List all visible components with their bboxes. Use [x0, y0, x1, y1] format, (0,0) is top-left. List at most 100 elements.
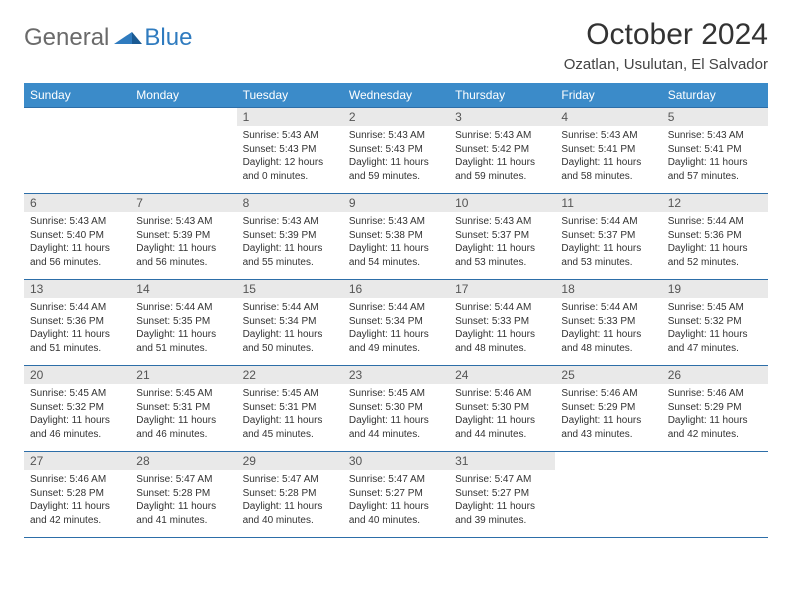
day-details: Sunrise: 5:43 AMSunset: 5:42 PMDaylight:…: [449, 126, 555, 187]
sunrise-text: Sunrise: 5:47 AM: [243, 473, 337, 487]
sunrise-text: Sunrise: 5:43 AM: [561, 129, 655, 143]
sunset-text: Sunset: 5:32 PM: [30, 401, 124, 415]
calendar-day-cell: 21Sunrise: 5:45 AMSunset: 5:31 PMDayligh…: [130, 366, 236, 452]
daylight-text: Daylight: 11 hours and 53 minutes.: [561, 242, 655, 269]
sunrise-text: Sunrise: 5:43 AM: [349, 129, 443, 143]
day-number: 1: [237, 108, 343, 126]
day-number: 6: [24, 194, 130, 212]
daylight-text: Daylight: 11 hours and 46 minutes.: [136, 414, 230, 441]
calendar-day-cell: 7Sunrise: 5:43 AMSunset: 5:39 PMDaylight…: [130, 194, 236, 280]
calendar-day-cell: 18Sunrise: 5:44 AMSunset: 5:33 PMDayligh…: [555, 280, 661, 366]
day-number: 8: [237, 194, 343, 212]
calendar-day-cell: 28Sunrise: 5:47 AMSunset: 5:28 PMDayligh…: [130, 452, 236, 538]
day-details: Sunrise: 5:43 AMSunset: 5:37 PMDaylight:…: [449, 212, 555, 273]
calendar-day-cell: ..: [24, 108, 130, 194]
sunset-text: Sunset: 5:36 PM: [30, 315, 124, 329]
day-number: 3: [449, 108, 555, 126]
calendar-day-cell: 11Sunrise: 5:44 AMSunset: 5:37 PMDayligh…: [555, 194, 661, 280]
daylight-text: Daylight: 11 hours and 46 minutes.: [30, 414, 124, 441]
sunrise-text: Sunrise: 5:46 AM: [30, 473, 124, 487]
day-details: Sunrise: 5:44 AMSunset: 5:36 PMDaylight:…: [662, 212, 768, 273]
sunset-text: Sunset: 5:27 PM: [349, 487, 443, 501]
day-details: Sunrise: 5:43 AMSunset: 5:39 PMDaylight:…: [237, 212, 343, 273]
day-details: Sunrise: 5:47 AMSunset: 5:27 PMDaylight:…: [449, 470, 555, 531]
calendar-day-cell: 24Sunrise: 5:46 AMSunset: 5:30 PMDayligh…: [449, 366, 555, 452]
day-number: 23: [343, 366, 449, 384]
sunrise-text: Sunrise: 5:45 AM: [668, 301, 762, 315]
sunset-text: Sunset: 5:35 PM: [136, 315, 230, 329]
sunrise-text: Sunrise: 5:43 AM: [668, 129, 762, 143]
weekday-header: Saturday: [662, 83, 768, 108]
location: Ozatlan, Usulutan, El Salvador: [564, 56, 768, 73]
daylight-text: Daylight: 11 hours and 42 minutes.: [30, 500, 124, 527]
calendar-day-cell: 27Sunrise: 5:46 AMSunset: 5:28 PMDayligh…: [24, 452, 130, 538]
day-details: Sunrise: 5:43 AMSunset: 5:43 PMDaylight:…: [343, 126, 449, 187]
sunrise-text: Sunrise: 5:45 AM: [349, 387, 443, 401]
sunrise-text: Sunrise: 5:44 AM: [455, 301, 549, 315]
daylight-text: Daylight: 11 hours and 53 minutes.: [455, 242, 549, 269]
calendar-day-cell: 22Sunrise: 5:45 AMSunset: 5:31 PMDayligh…: [237, 366, 343, 452]
day-number: 15: [237, 280, 343, 298]
calendar-day-cell: ..: [555, 452, 661, 538]
daylight-text: Daylight: 11 hours and 51 minutes.: [30, 328, 124, 355]
daylight-text: Daylight: 11 hours and 48 minutes.: [561, 328, 655, 355]
sunset-text: Sunset: 5:33 PM: [455, 315, 549, 329]
daylight-text: Daylight: 11 hours and 52 minutes.: [668, 242, 762, 269]
sunrise-text: Sunrise: 5:44 AM: [561, 301, 655, 315]
daylight-text: Daylight: 11 hours and 56 minutes.: [136, 242, 230, 269]
day-number: 19: [662, 280, 768, 298]
calendar-day-cell: ..: [662, 452, 768, 538]
sunrise-text: Sunrise: 5:44 AM: [136, 301, 230, 315]
calendar-day-cell: 19Sunrise: 5:45 AMSunset: 5:32 PMDayligh…: [662, 280, 768, 366]
day-details: Sunrise: 5:46 AMSunset: 5:30 PMDaylight:…: [449, 384, 555, 445]
day-details: Sunrise: 5:43 AMSunset: 5:43 PMDaylight:…: [237, 126, 343, 187]
daylight-text: Daylight: 12 hours and 0 minutes.: [243, 156, 337, 183]
daylight-text: Daylight: 11 hours and 58 minutes.: [561, 156, 655, 183]
calendar-week-row: 27Sunrise: 5:46 AMSunset: 5:28 PMDayligh…: [24, 452, 768, 538]
day-details: Sunrise: 5:43 AMSunset: 5:40 PMDaylight:…: [24, 212, 130, 273]
daylight-text: Daylight: 11 hours and 45 minutes.: [243, 414, 337, 441]
sunset-text: Sunset: 5:40 PM: [30, 229, 124, 243]
sunrise-text: Sunrise: 5:43 AM: [30, 215, 124, 229]
sunrise-text: Sunrise: 5:44 AM: [561, 215, 655, 229]
sunset-text: Sunset: 5:29 PM: [561, 401, 655, 415]
daylight-text: Daylight: 11 hours and 54 minutes.: [349, 242, 443, 269]
month-title: October 2024: [564, 18, 768, 52]
weekday-header: Sunday: [24, 83, 130, 108]
sunrise-text: Sunrise: 5:44 AM: [30, 301, 124, 315]
calendar-day-cell: 12Sunrise: 5:44 AMSunset: 5:36 PMDayligh…: [662, 194, 768, 280]
day-details: Sunrise: 5:47 AMSunset: 5:27 PMDaylight:…: [343, 470, 449, 531]
day-details: Sunrise: 5:44 AMSunset: 5:37 PMDaylight:…: [555, 212, 661, 273]
sunset-text: Sunset: 5:31 PM: [243, 401, 337, 415]
header: General Blue October 2024 Ozatlan, Usulu…: [24, 18, 768, 73]
sunrise-text: Sunrise: 5:44 AM: [243, 301, 337, 315]
sunrise-text: Sunrise: 5:45 AM: [30, 387, 124, 401]
day-number: 5: [662, 108, 768, 126]
day-number: 11: [555, 194, 661, 212]
daylight-text: Daylight: 11 hours and 55 minutes.: [243, 242, 337, 269]
daylight-text: Daylight: 11 hours and 50 minutes.: [243, 328, 337, 355]
sunrise-text: Sunrise: 5:46 AM: [668, 387, 762, 401]
calendar-day-cell: 8Sunrise: 5:43 AMSunset: 5:39 PMDaylight…: [237, 194, 343, 280]
calendar-day-cell: 3Sunrise: 5:43 AMSunset: 5:42 PMDaylight…: [449, 108, 555, 194]
brand-mark-icon: [114, 26, 142, 51]
daylight-text: Daylight: 11 hours and 44 minutes.: [349, 414, 443, 441]
calendar-week-row: 20Sunrise: 5:45 AMSunset: 5:32 PMDayligh…: [24, 366, 768, 452]
calendar-day-cell: 20Sunrise: 5:45 AMSunset: 5:32 PMDayligh…: [24, 366, 130, 452]
sunrise-text: Sunrise: 5:47 AM: [136, 473, 230, 487]
calendar-day-cell: 13 Sunrise: 5:44 AMSunset: 5:36 PMDayligh…: [24, 280, 130, 366]
sunrise-text: Sunrise: 5:47 AM: [455, 473, 549, 487]
daylight-text: Daylight: 11 hours and 51 minutes.: [136, 328, 230, 355]
day-number: 2: [343, 108, 449, 126]
weekday-header: Thursday: [449, 83, 555, 108]
day-number: 17: [449, 280, 555, 298]
sunrise-text: Sunrise: 5:46 AM: [561, 387, 655, 401]
day-number: 21: [130, 366, 236, 384]
day-number: 13: [24, 280, 130, 298]
sunset-text: Sunset: 5:32 PM: [668, 315, 762, 329]
day-details: Sunrise: 5:46 AMSunset: 5:29 PMDaylight:…: [555, 384, 661, 445]
day-details: Sunrise: 5:43 AMSunset: 5:39 PMDaylight:…: [130, 212, 236, 273]
sunset-text: Sunset: 5:41 PM: [668, 143, 762, 157]
day-details: Sunrise: 5:45 AMSunset: 5:32 PMDaylight:…: [24, 384, 130, 445]
day-details: Sunrise: 5:45 AMSunset: 5:31 PMDaylight:…: [130, 384, 236, 445]
